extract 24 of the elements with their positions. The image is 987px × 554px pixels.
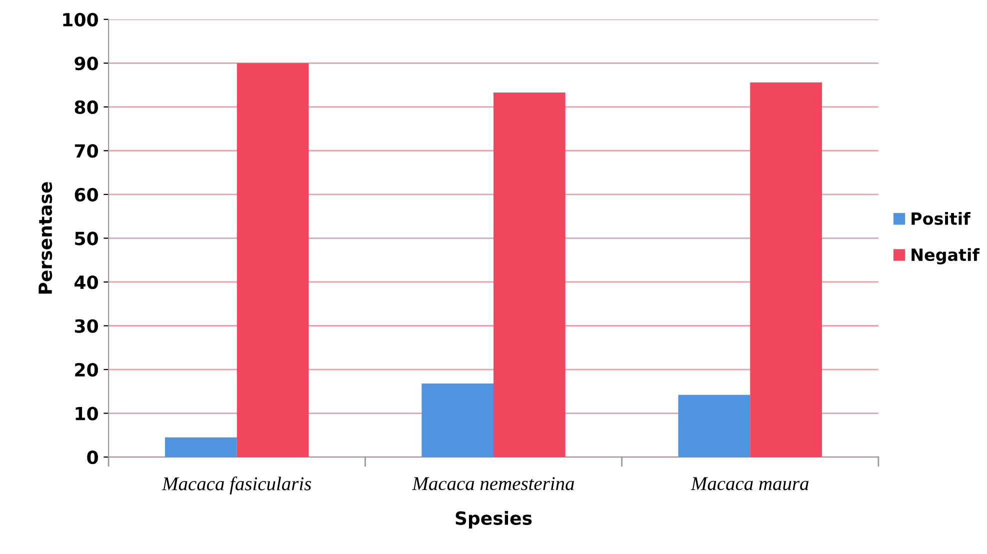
bar	[494, 92, 566, 458]
bar	[750, 82, 822, 458]
y-tick-label: 10	[76, 406, 98, 420]
legend-label: Positif	[912, 212, 970, 225]
x-axis-title: Spesies	[456, 510, 532, 528]
y-tick-label: 50	[75, 232, 98, 246]
y-tick-label: 100	[63, 12, 98, 27]
y-tick-label: 40	[74, 275, 98, 290]
y-tick-label: 70	[74, 144, 98, 158]
y-tick-label: 20	[75, 362, 98, 377]
bar	[678, 394, 750, 458]
y-tick-label: 0	[87, 450, 98, 464]
y-tick-label: 30	[74, 319, 98, 333]
y-tick-label: 60	[74, 188, 98, 202]
x-tick-label: Macaca fasicularis	[162, 476, 312, 494]
legend-label: Negatif	[912, 248, 980, 264]
y-axis-title: Persentase	[38, 182, 52, 294]
bar	[165, 437, 237, 458]
y-tick-label: 80	[74, 100, 98, 114]
bar	[422, 384, 494, 458]
x-tick-label: Macaca nemesterina	[412, 477, 574, 490]
y-tick-label: 90	[74, 56, 98, 70]
bar	[236, 63, 309, 458]
x-tick-label: Macaca maura	[690, 477, 809, 490]
